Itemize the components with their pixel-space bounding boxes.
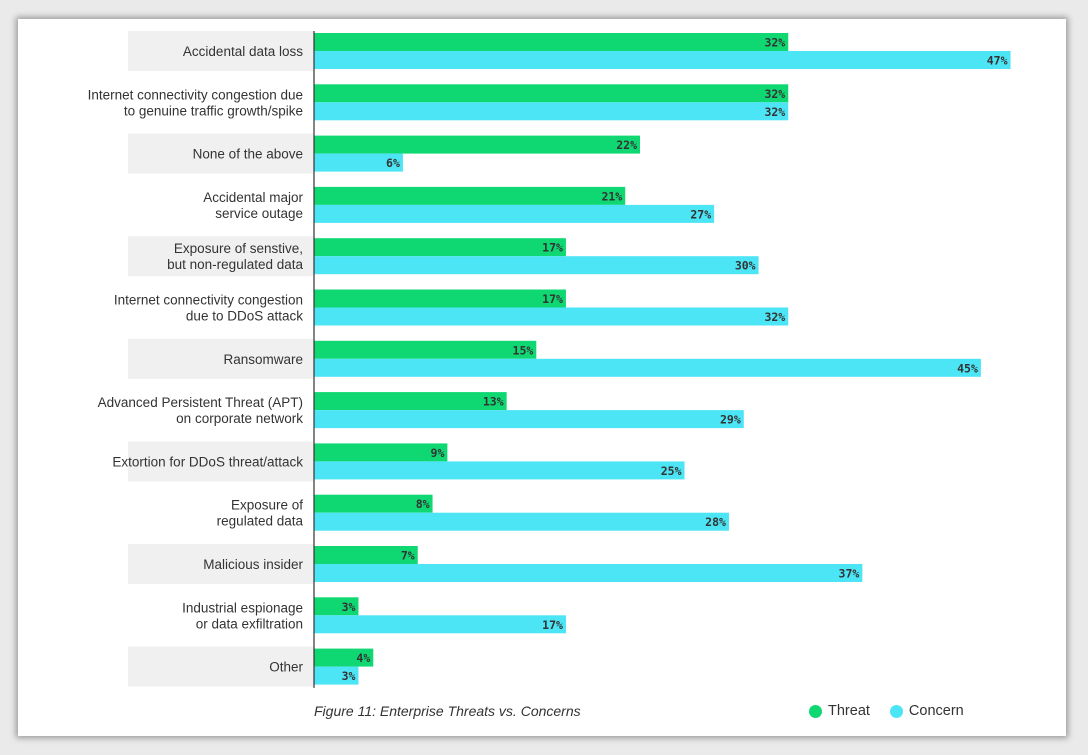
category-label: to genuine traffic growth/spike	[124, 103, 303, 118]
value-label-threat: 9%	[431, 446, 445, 460]
value-label-threat: 32%	[764, 87, 785, 101]
value-label-concern: 47%	[987, 54, 1008, 68]
bar-concern	[314, 358, 981, 377]
bar-concern	[314, 564, 863, 582]
category-label: or data exfiltration	[196, 616, 303, 631]
category-label: Extortion for DDoS threat/attack	[112, 454, 303, 469]
value-label-threat: 13%	[483, 395, 504, 409]
category-label: None of the above	[193, 147, 303, 162]
category-label: but non-regulated data	[167, 257, 303, 272]
category-label: Malicious insider	[203, 557, 303, 572]
category-label: Industrial espionage	[182, 600, 303, 615]
row-band	[128, 133, 314, 174]
legend-item-threat: Threat	[809, 703, 870, 719]
bar-threat	[314, 289, 566, 308]
row-band	[128, 441, 314, 482]
bar-threat	[314, 648, 374, 667]
value-label-concern: 29%	[720, 413, 741, 427]
bar-threat	[314, 494, 433, 513]
value-label-concern: 28%	[705, 515, 726, 529]
value-label-concern: 3%	[342, 669, 356, 683]
legend-swatch-concern	[889, 704, 903, 718]
category-label: Internet connectivity congestion due	[88, 87, 303, 102]
bar-threat	[314, 238, 566, 257]
bar-concern	[314, 410, 744, 429]
category-label: Accidental major	[203, 190, 303, 205]
legend: Threat Concern	[809, 703, 984, 719]
value-label-threat: 15%	[513, 343, 534, 357]
row-band	[128, 31, 314, 71]
row-band	[128, 544, 314, 584]
value-label-threat: 17%	[542, 241, 563, 255]
value-label-concern: 27%	[690, 207, 711, 221]
value-label-threat: 4%	[356, 651, 370, 665]
category-label: on corporate network	[176, 411, 303, 426]
value-label-concern: 25%	[661, 464, 682, 478]
value-label-concern: 37%	[839, 567, 860, 581]
bar-threat	[314, 443, 448, 462]
category-label: Accidental data loss	[183, 44, 303, 59]
value-label-threat: 17%	[542, 292, 563, 306]
category-label: regulated data	[217, 514, 304, 529]
category-label: Exposure of senstive,	[174, 241, 303, 256]
category-label: service outage	[215, 206, 303, 221]
legend-item-concern: Concern	[889, 703, 964, 719]
chart-card: Accidental data loss 32% 47% Internet conne…	[18, 19, 1066, 736]
bar-concern	[314, 512, 729, 531]
category-label: Advanced Persistent Threat (APT)	[98, 395, 303, 410]
category-label: Other	[269, 660, 303, 675]
value-label-threat: 21%	[601, 189, 622, 203]
figure-caption: Figure 11: Enterprise Threats vs. Concer…	[314, 703, 581, 719]
value-label-threat: 7%	[401, 549, 415, 563]
bar-concern	[314, 153, 403, 172]
bar-threat	[314, 340, 537, 359]
bar-threat	[314, 135, 641, 154]
bar-concern	[314, 204, 715, 223]
row-band	[128, 338, 314, 379]
category-label: Ransomware	[223, 352, 303, 367]
bar-threat	[314, 186, 626, 205]
bar-concern	[314, 307, 789, 326]
value-label-concern: 32%	[764, 105, 785, 119]
value-label-threat: 8%	[416, 497, 430, 511]
value-label-concern: 17%	[542, 618, 563, 632]
value-label-concern: 45%	[957, 361, 978, 375]
value-label-concern: 6%	[386, 156, 400, 170]
category-label: Internet connectivity congestion	[114, 293, 303, 308]
category-label: Exposure of	[231, 498, 303, 513]
bar-concern	[314, 461, 685, 480]
bar-concern	[314, 51, 1011, 69]
legend-label-threat: Threat	[828, 703, 870, 719]
value-label-threat: 22%	[616, 138, 637, 152]
bar-threat	[314, 33, 789, 51]
bar-threat	[314, 84, 789, 103]
bar-concern	[314, 256, 759, 275]
value-label-threat: 32%	[764, 36, 785, 50]
bar-threat	[314, 546, 418, 564]
value-label-concern: 30%	[735, 259, 756, 273]
value-label-concern: 32%	[764, 310, 785, 324]
bar-concern	[314, 666, 359, 685]
bar-threat	[314, 392, 507, 411]
value-label-threat: 3%	[342, 600, 356, 614]
bar-threat	[314, 597, 359, 616]
row-band	[128, 646, 314, 687]
bar-chart: Accidental data loss 32% 47% Internet conne…	[88, 31, 1011, 688]
bar-concern	[314, 102, 789, 121]
bar-concern	[314, 615, 566, 634]
legend-swatch-threat	[809, 704, 822, 718]
row-band	[128, 236, 314, 277]
category-label: due to DDoS attack	[186, 309, 303, 324]
legend-label-concern: Concern	[908, 703, 964, 719]
